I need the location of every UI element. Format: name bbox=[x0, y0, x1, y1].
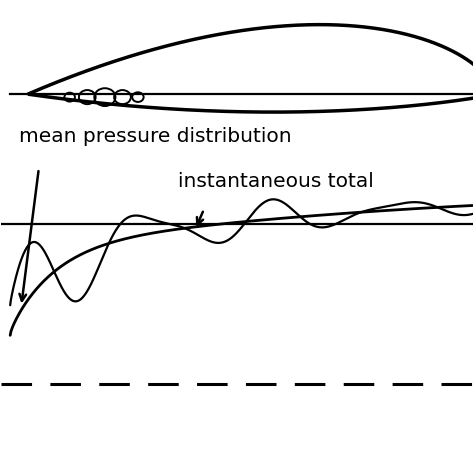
Text: mean pressure distribution: mean pressure distribution bbox=[19, 127, 292, 146]
Text: instantaneous total: instantaneous total bbox=[178, 172, 374, 191]
